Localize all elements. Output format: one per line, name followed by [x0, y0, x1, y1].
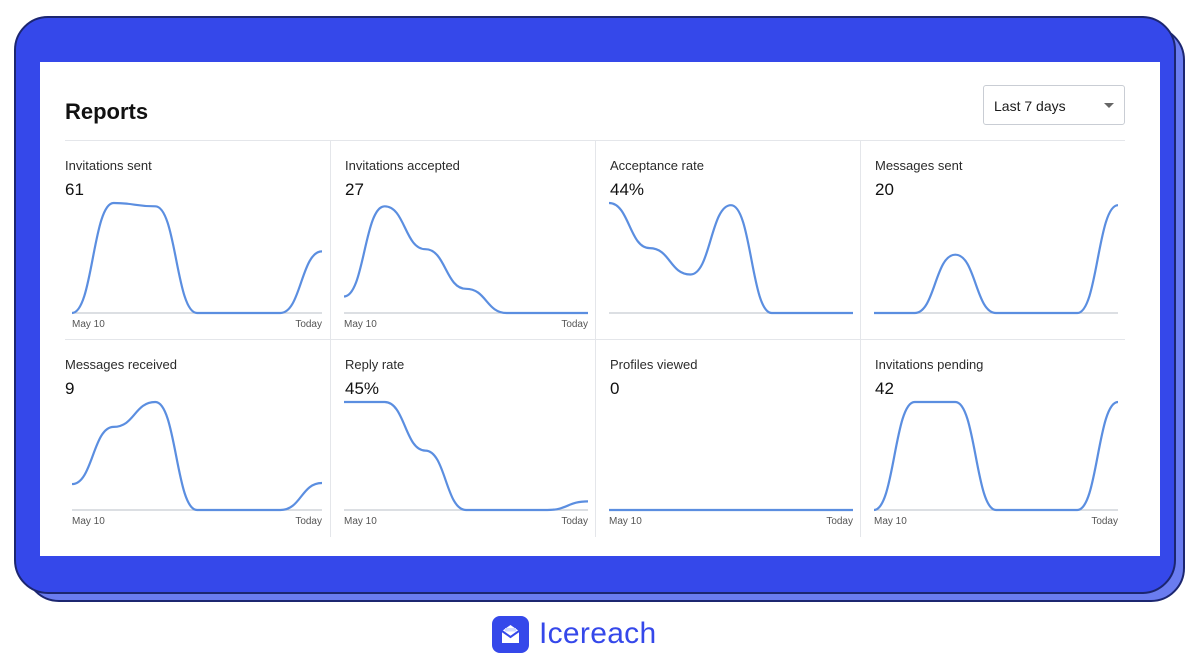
series-line: [873, 400, 1119, 512]
x-tick-label-start: May 10: [609, 516, 642, 527]
report-card-value: 45%: [345, 379, 380, 398]
date-range-select[interactable]: Last 7 days: [983, 85, 1125, 125]
x-tick-label-start: May 10: [72, 319, 105, 330]
report-card: Reply rate 45% May 10 Today: [330, 339, 595, 537]
series-line: [343, 205, 588, 315]
series-line: [608, 201, 853, 315]
report-card: Acceptance rate 44%: [595, 141, 860, 339]
series-line: [344, 400, 589, 512]
brand: Icereach: [492, 614, 656, 654]
series-line: [873, 204, 1119, 315]
report-card-value: 9: [65, 379, 75, 398]
envelope-logo-icon: [492, 615, 529, 653]
line-chart: [608, 201, 854, 315]
x-tick-label-end: Today: [826, 516, 853, 527]
line-chart: [873, 204, 1119, 315]
line-chart: May 10 Today: [71, 400, 323, 527]
report-card: Invitations accepted 27 May 10 Today: [330, 141, 595, 339]
report-card-label: Invitations accepted: [345, 158, 460, 173]
reports-panel: Reports Last 7 days Invitations sent 61 Ma…: [40, 62, 1160, 556]
line-chart: May 10 Today: [343, 400, 589, 527]
report-card-label: Reply rate: [345, 357, 405, 372]
line-chart: May 10 Today: [71, 201, 323, 330]
x-tick-label-start: May 10: [344, 319, 377, 330]
report-card-value: 44%: [610, 180, 645, 199]
report-card-value: 20: [875, 180, 894, 199]
x-tick-label-start: May 10: [72, 516, 105, 527]
report-card-label: Profiles viewed: [610, 357, 698, 372]
report-card: Invitations sent 61 May 10 Today: [65, 141, 330, 339]
report-card-value: 27: [345, 180, 364, 199]
report-card: Messages sent 20: [860, 141, 1125, 339]
report-card-label: Acceptance rate: [610, 158, 704, 173]
line-chart: May 10 Today: [608, 508, 854, 527]
x-tick-label-end: Today: [295, 516, 322, 527]
date-range-value: Last 7 days: [994, 98, 1066, 114]
report-card-label: Invitations sent: [65, 158, 152, 173]
report-card-label: Messages received: [65, 357, 177, 372]
report-card-value: 0: [610, 379, 620, 398]
report-grid: Invitations sent 61 May 10 Today Invitations…: [65, 140, 1125, 537]
x-tick-label-start: May 10: [874, 516, 907, 527]
report-card: Messages received 9 May 10 Today: [65, 339, 330, 537]
line-chart: May 10 Today: [873, 400, 1119, 527]
brand-name: Icereach: [539, 617, 657, 650]
report-card-value: 42: [875, 379, 894, 398]
report-card: Invitations pending 42 May 10 Today: [860, 339, 1125, 537]
report-card: Profiles viewed 0 May 10 Today: [595, 339, 860, 537]
report-card-value: 61: [65, 180, 84, 199]
series-line: [71, 201, 323, 315]
x-tick-label-end: Today: [561, 319, 588, 330]
report-card-label: Messages sent: [875, 158, 963, 173]
x-tick-label-end: Today: [295, 319, 322, 330]
page-title: Reports: [65, 99, 149, 124]
x-tick-label-end: Today: [1091, 516, 1118, 527]
line-chart: May 10 Today: [343, 205, 589, 330]
chevron-down-icon: [1104, 103, 1114, 108]
x-tick-label-end: Today: [561, 516, 588, 527]
report-card-label: Invitations pending: [875, 357, 984, 372]
x-tick-label-start: May 10: [344, 516, 377, 527]
series-line: [71, 400, 323, 512]
